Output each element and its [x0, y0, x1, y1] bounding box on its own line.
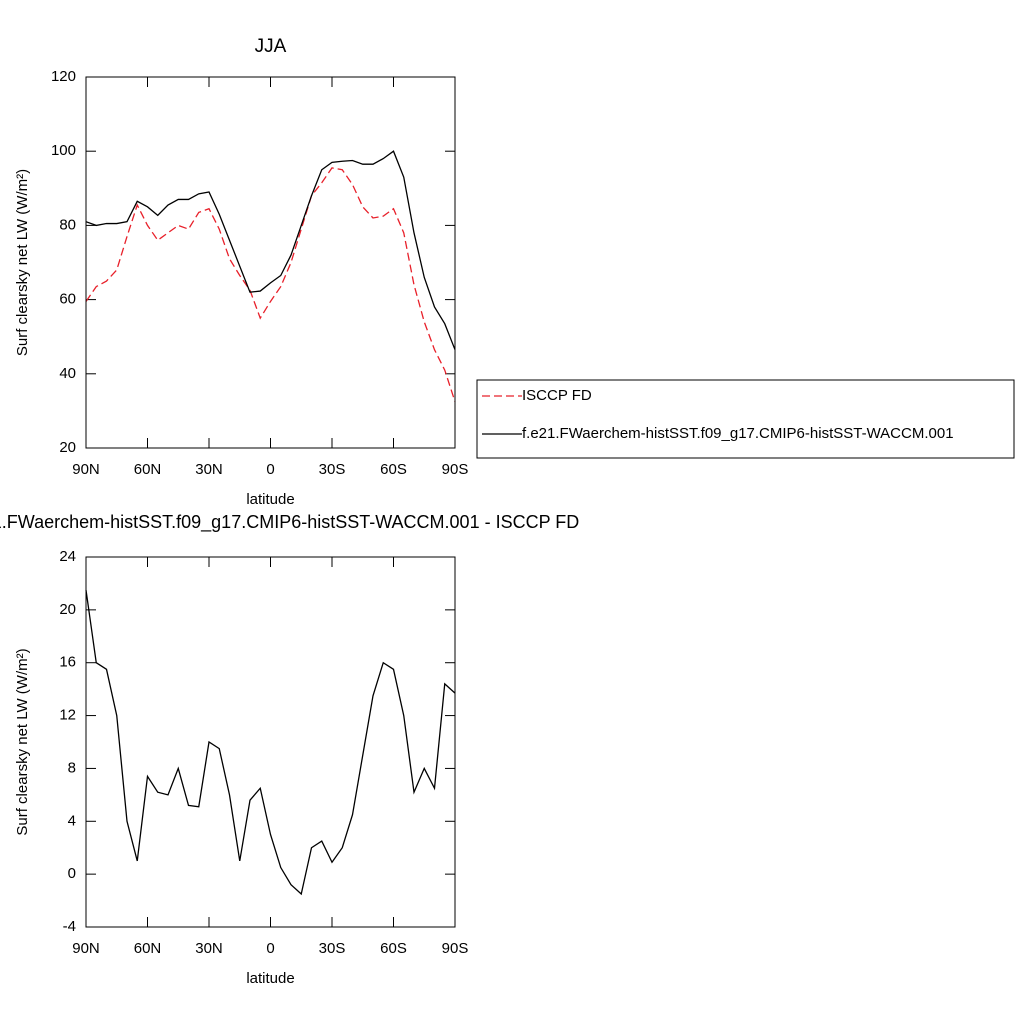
x-tick-label: 60N	[134, 940, 162, 957]
y-tick-label: 8	[68, 759, 76, 776]
y-tick-label: 20	[59, 439, 76, 456]
x-axis-label: latitude	[246, 491, 294, 508]
x-tick-label: 30S	[319, 940, 346, 957]
y-tick-label: 80	[59, 216, 76, 233]
data-line	[85, 150, 456, 350]
x-tick-label: 0	[266, 461, 274, 478]
x-tick-label: 90N	[72, 940, 100, 957]
x-tick-label: 90S	[442, 940, 469, 957]
y-tick-label: 12	[59, 707, 76, 724]
x-tick-label: 30N	[195, 461, 223, 478]
data-line	[85, 167, 456, 402]
y-tick-label: -4	[63, 918, 76, 935]
y-axis-label: Surf clearsky net LW (W/m²)	[14, 169, 31, 356]
data-line	[85, 589, 456, 896]
x-tick-label: 60N	[134, 461, 162, 478]
plot-frame	[85, 76, 456, 449]
x-tick-label: 90S	[442, 461, 469, 478]
x-tick-label: 90N	[72, 461, 100, 478]
y-axis-label: Surf clearsky net LW (W/m²)	[14, 648, 31, 835]
y-tick-label: 100	[51, 142, 76, 159]
x-tick-label: 30S	[319, 461, 346, 478]
plot-frame	[85, 556, 456, 928]
legend-box	[476, 379, 1015, 459]
x-tick-label: 60S	[380, 461, 407, 478]
legend-label: ISCCP FD	[522, 387, 592, 404]
legend-label: f.e21.FWaerchem-histSST.f09_g17.CMIP6-hi…	[522, 425, 954, 442]
y-tick-label: 4	[68, 812, 76, 829]
y-tick-label: 20	[59, 601, 76, 618]
y-tick-label: 120	[51, 68, 76, 85]
chart-title: JJA	[255, 36, 287, 57]
x-tick-label: 30N	[195, 940, 223, 957]
x-tick-label: 60S	[380, 940, 407, 957]
y-tick-label: 0	[68, 865, 76, 882]
chart-title: f.e21.FWaerchem-histSST.f09_g17.CMIP6-hi…	[0, 512, 579, 533]
y-tick-label: 24	[59, 548, 76, 565]
y-tick-label: 60	[59, 291, 76, 308]
y-tick-label: 40	[59, 365, 76, 382]
x-tick-label: 0	[266, 940, 274, 957]
y-tick-label: 16	[59, 654, 76, 671]
x-axis-label: latitude	[246, 970, 294, 987]
